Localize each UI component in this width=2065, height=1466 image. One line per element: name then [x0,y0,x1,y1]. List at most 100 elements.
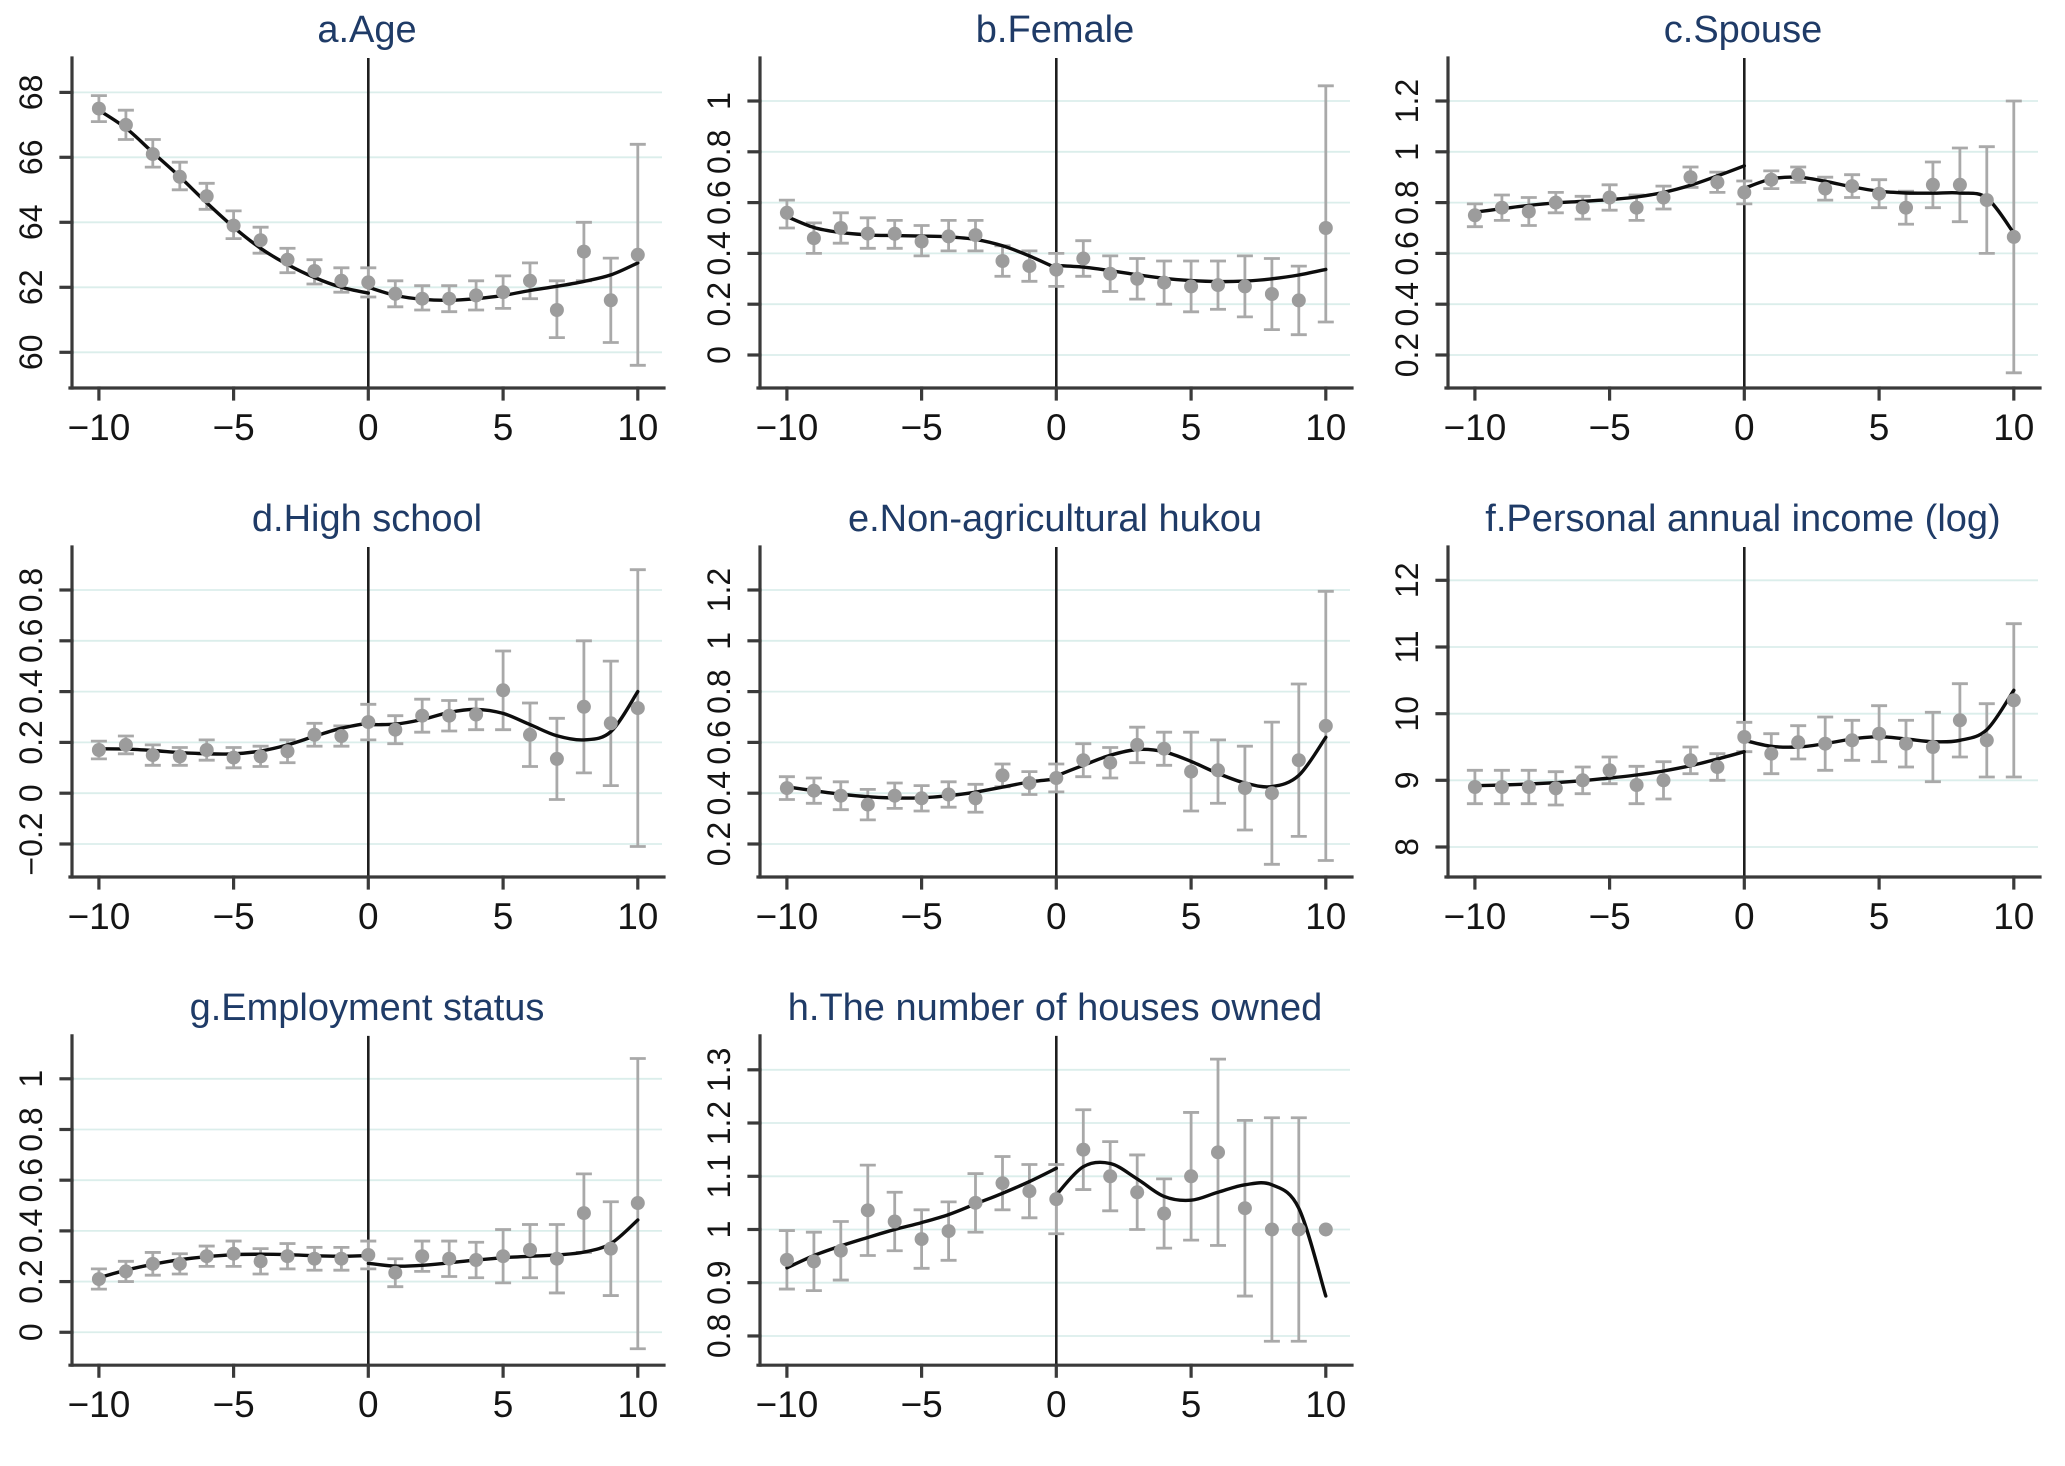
data-point [253,233,268,248]
data-point [1521,780,1536,794]
y-tick-label: 0.8 [701,1314,737,1358]
x-tick-label: −5 [213,896,255,937]
data-point [199,1249,214,1264]
axes [747,545,1354,890]
data-point [860,1203,875,1218]
data-point [1076,251,1091,266]
data-point [1764,746,1779,761]
data-point [995,1176,1010,1191]
data-point [806,231,821,246]
data-points [779,205,1333,308]
tick-labels: 0 0.2 0.4 0.6 0.8 1 −10 −5 0 5 10 [701,92,1346,448]
data-point [91,743,106,757]
data-point [2006,229,2021,244]
x-tick-label: 5 [1869,896,1890,937]
data-point [361,1247,376,1262]
data-point [1952,713,1967,728]
data-points [779,1142,1333,1269]
data-point [860,797,875,812]
panel-title: b.Female [975,9,1135,51]
y-tick-label: 11 [1389,630,1425,663]
data-point [496,683,511,698]
y-tick-label: 8 [1389,838,1425,856]
data-point [334,729,349,743]
x-tick-label: 5 [1181,896,1202,937]
y-tick-label: 0.8 [13,568,49,612]
y-tick-label: 0.2 [701,282,737,326]
x-tick-label: 5 [493,896,514,937]
data-point [1656,190,1671,205]
x-tick-label: −10 [756,407,819,448]
panel-title: d.High school [251,498,483,540]
x-tick-label: −10 [1444,407,1507,448]
data-point [1899,200,1913,215]
data-point [1548,781,1563,796]
data-point [887,788,902,803]
data-point [199,189,214,204]
data-point [1264,1222,1279,1237]
data-point [1237,279,1252,294]
data-point [1130,271,1145,286]
y-tick-label: 0.6 [13,619,49,663]
data-point [1076,1142,1091,1157]
data-point [1845,733,1860,748]
y-tick-label: 68 [13,75,49,111]
data-point [172,169,187,184]
data-point [1952,177,1967,192]
y-tick-label: 1 [701,1221,737,1239]
high-school-plot: −0.2 0 0.2 0.4 0.6 0.8 −10 −5 0 5 10 [13,545,666,937]
data-point [469,1253,484,1268]
data-point [469,288,484,303]
x-tick-label: −5 [1589,896,1631,937]
y-tick-label: 0.9 [701,1260,737,1304]
panel-title: f.Personal annual income (log) [1485,498,2001,540]
data-point [995,768,1010,783]
y-tick-label: 0.6 [701,180,737,224]
data-point [307,727,322,742]
data-point [1845,179,1860,194]
y-tick-label: 12 [1389,563,1425,599]
x-tick-label: 10 [1993,407,2034,448]
data-point [1575,200,1590,215]
data-point [833,1243,848,1258]
data-point [1764,172,1779,187]
y-tick-label: 0.4 [13,1209,49,1253]
data-point [361,715,376,730]
data-points [1467,167,2021,244]
data-point [1076,753,1091,768]
data-point [253,1254,268,1269]
income-plot: 8 9 10 11 12 −10 −5 0 5 10 [1389,545,2042,937]
y-tick-label: 0.2 [701,822,737,866]
fit-line-left [97,108,370,295]
data-point [1157,1206,1172,1221]
data-point [145,748,160,763]
data-point [1494,200,1509,215]
data-point [1211,278,1225,293]
x-tick-label: −5 [901,407,943,448]
y-tick-label: 1 [701,92,737,110]
tick-labels: 8 9 10 11 12 −10 −5 0 5 10 [1389,563,2034,937]
axes [59,56,666,401]
data-point [995,254,1010,268]
data-point [1318,718,1333,733]
data-point [1130,1185,1145,1200]
data-point [280,744,295,759]
data-point [118,1264,133,1279]
panel-title: a.Age [317,9,417,51]
y-tick-label: 0 [13,1323,49,1341]
data-point [806,783,821,798]
x-tick-label: 10 [617,1384,658,1425]
data-point [1629,200,1644,215]
x-tick-label: 5 [1181,1384,1202,1425]
y-tick-label: 0.6 [13,1158,49,1202]
data-point [307,264,322,278]
data-point [91,1272,106,1287]
data-point [496,1249,511,1264]
data-point [1521,204,1536,219]
data-point [968,228,983,243]
fit-line-right [1054,735,1328,789]
data-point [1049,262,1064,277]
data-point [806,1254,821,1269]
data-point [523,1242,537,1257]
